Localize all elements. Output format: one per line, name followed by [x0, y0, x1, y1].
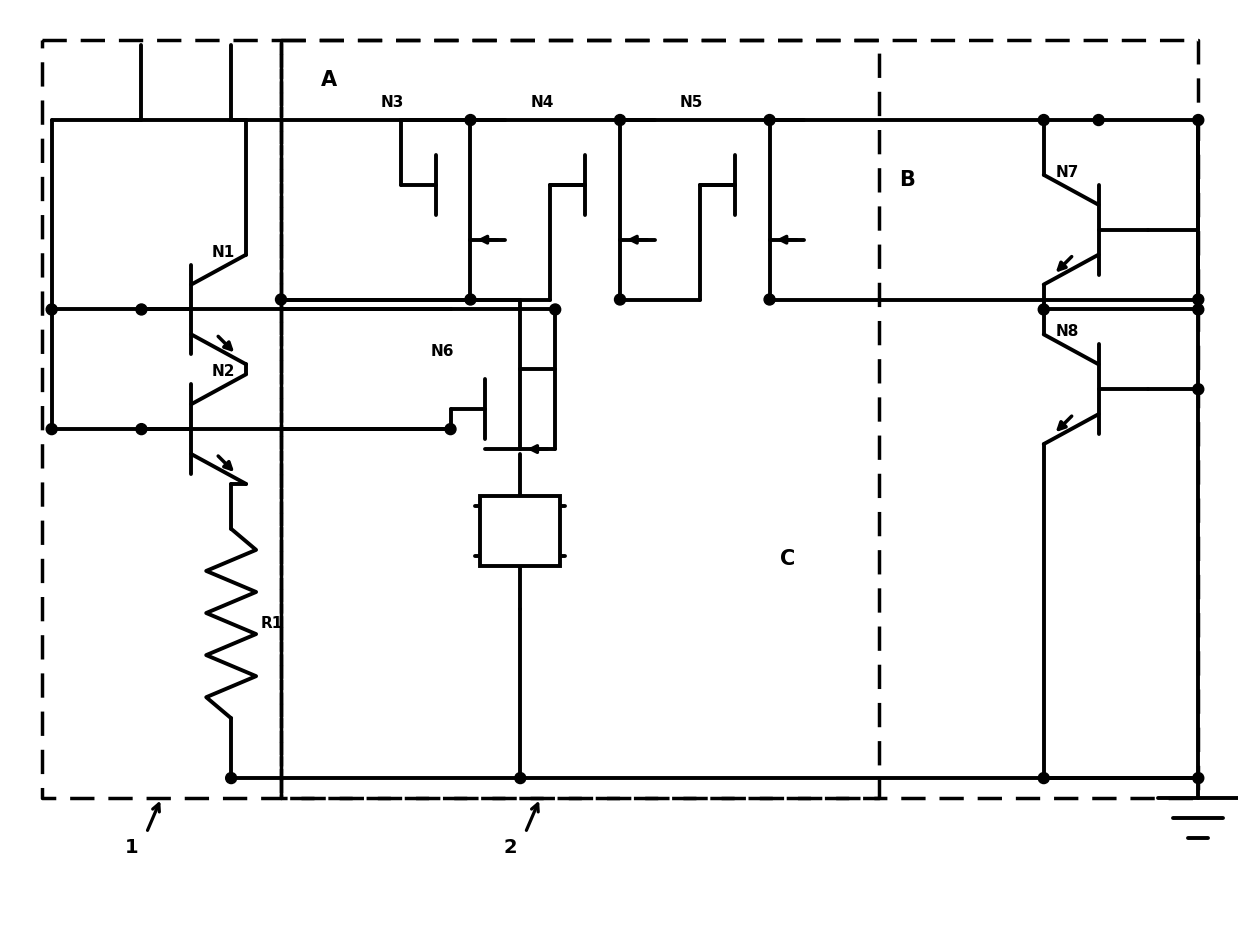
Circle shape: [136, 304, 146, 315]
Text: N4: N4: [531, 95, 553, 110]
Circle shape: [445, 423, 456, 435]
Text: N5: N5: [680, 95, 703, 110]
Circle shape: [615, 294, 625, 305]
Circle shape: [465, 115, 476, 126]
Text: N1: N1: [211, 245, 234, 259]
Circle shape: [136, 423, 146, 435]
Circle shape: [1193, 294, 1204, 305]
Circle shape: [1193, 773, 1204, 783]
Circle shape: [465, 294, 476, 305]
Bar: [480, 497, 560, 566]
Text: B: B: [899, 170, 915, 190]
Text: N7: N7: [1055, 165, 1079, 180]
Circle shape: [1038, 115, 1049, 126]
Text: 1: 1: [125, 839, 139, 857]
Circle shape: [1094, 115, 1104, 126]
Text: R1: R1: [262, 616, 283, 631]
Text: C: C: [780, 548, 795, 569]
Circle shape: [46, 304, 57, 315]
Circle shape: [549, 304, 560, 315]
Circle shape: [46, 423, 57, 435]
Circle shape: [515, 773, 526, 783]
Circle shape: [764, 294, 775, 305]
Circle shape: [615, 115, 625, 126]
Circle shape: [1193, 115, 1204, 126]
Circle shape: [764, 115, 775, 126]
Circle shape: [1038, 773, 1049, 783]
Text: A: A: [321, 70, 337, 90]
Text: N8: N8: [1055, 324, 1079, 339]
Text: N3: N3: [381, 95, 404, 110]
Text: N2: N2: [211, 364, 234, 379]
Circle shape: [1193, 304, 1204, 315]
Circle shape: [275, 294, 286, 305]
Circle shape: [226, 773, 237, 783]
Text: 2: 2: [503, 839, 517, 857]
Text: N6: N6: [430, 345, 454, 360]
Circle shape: [1193, 384, 1204, 394]
Circle shape: [1038, 304, 1049, 315]
